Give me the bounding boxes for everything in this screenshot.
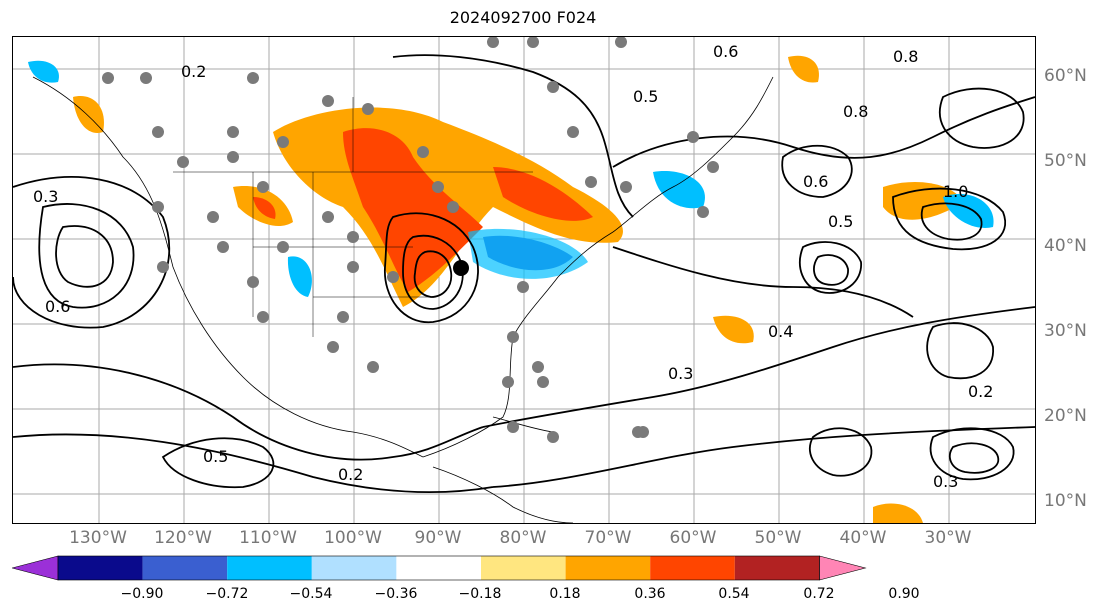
colorbar-tick: −0.90 <box>120 586 164 602</box>
colorbar-tick: −0.36 <box>374 586 418 602</box>
contour-label: 0.8 <box>843 102 868 121</box>
red-region-rockies <box>253 197 276 219</box>
graticule <box>13 37 1035 523</box>
lon-label-40w: 40°W <box>839 528 887 548</box>
colorbar-segment <box>227 556 312 580</box>
contour-label: 0.2 <box>338 465 363 484</box>
blue-region-west-coast <box>28 60 59 83</box>
colorbar-tick: −0.54 <box>289 586 333 602</box>
colorbar-segment <box>481 556 566 580</box>
orange-region-midatlantic <box>713 315 754 344</box>
colorbar-segment <box>734 556 820 580</box>
colorbar <box>12 555 867 581</box>
lat-label-20: 20°N <box>1044 406 1087 426</box>
contour-label: 0.5 <box>828 212 853 231</box>
colorbar-tick: 0.36 <box>634 586 666 602</box>
lat-label-10: 10°N <box>1044 491 1087 511</box>
colorbar-tick: 0.72 <box>803 586 835 602</box>
lon-label-70w: 70°W <box>584 528 632 548</box>
colorbar-tick: 0.18 <box>549 586 581 602</box>
blue-region-canada <box>653 171 705 209</box>
colorbar-extend-right <box>819 555 867 581</box>
lon-label-90w: 90°W <box>414 528 462 548</box>
contour-label: 0.6 <box>45 297 70 316</box>
colorbar-tick: 0.90 <box>888 586 920 602</box>
colorbar-segment <box>650 556 735 580</box>
lon-label-110w: 110°W <box>239 528 297 548</box>
contour-label: 0.3 <box>933 472 958 491</box>
colorbar-tick: −0.18 <box>458 586 502 602</box>
contour-label: 0.4 <box>768 322 793 341</box>
lat-label-40: 40°N <box>1044 236 1087 256</box>
colorbar-segment <box>565 556 651 580</box>
lat-label-30: 30°N <box>1044 321 1087 341</box>
colorbar-segment <box>142 556 228 580</box>
red-region-central <box>343 128 483 292</box>
lon-label-30w: 30°W <box>924 528 972 548</box>
colorbar-border <box>57 555 820 581</box>
chart-title: 2024092700 F024 <box>449 8 597 27</box>
blue-region-southwest <box>287 256 312 297</box>
contour-label: 0.5 <box>633 87 658 106</box>
contour-label: 0.2 <box>181 62 206 81</box>
contour-label: 0.3 <box>33 187 58 206</box>
red-region-east <box>493 167 593 221</box>
contour-labels: 0.2 0.3 0.5 0.2 0.6 0.3 0.4 0.6 0.5 0.6 … <box>33 42 993 491</box>
map-panel: 0.2 0.3 0.5 0.2 0.6 0.3 0.4 0.6 0.5 0.6 … <box>12 36 1036 524</box>
contour-label: 0.8 <box>893 47 918 66</box>
orange-region-atlantic <box>883 182 963 220</box>
lightblue-region-central <box>468 228 588 279</box>
contour-label: 0.3 <box>668 364 693 383</box>
station-dots <box>102 37 719 443</box>
orange-region-north-atlantic <box>788 55 819 83</box>
map-canvas: 0.2 0.3 0.5 0.2 0.6 0.3 0.4 0.6 0.5 0.6 … <box>13 37 1035 523</box>
lon-label-50w: 50°W <box>754 528 802 548</box>
colorbar-segment <box>396 556 481 580</box>
lon-label-100w: 100°W <box>324 528 382 548</box>
contour-label: 0.6 <box>713 42 738 61</box>
lat-label-50: 50°N <box>1044 151 1087 171</box>
lon-label-130w: 130°W <box>69 528 127 548</box>
contour-label: 0.2 <box>968 382 993 401</box>
orange-region-south <box>873 503 923 523</box>
low-center-marker <box>453 260 469 276</box>
lat-label-60: 60°N <box>1044 66 1087 86</box>
shaded-field <box>28 55 994 523</box>
lon-label-120w: 120°W <box>154 528 212 548</box>
lon-label-80w: 80°W <box>499 528 547 548</box>
colorbar-extend-left <box>12 555 59 581</box>
contour-label: 0.6 <box>803 172 828 191</box>
contour-label: 1.0 <box>943 182 968 201</box>
contour-label: 0.5 <box>203 447 228 466</box>
colorbar-tick: −0.72 <box>205 586 249 602</box>
colorbar-segment <box>58 556 143 580</box>
colorbar-segment <box>311 556 397 580</box>
colorbar-tick: 0.54 <box>718 586 750 602</box>
lon-label-60w: 60°W <box>669 528 717 548</box>
